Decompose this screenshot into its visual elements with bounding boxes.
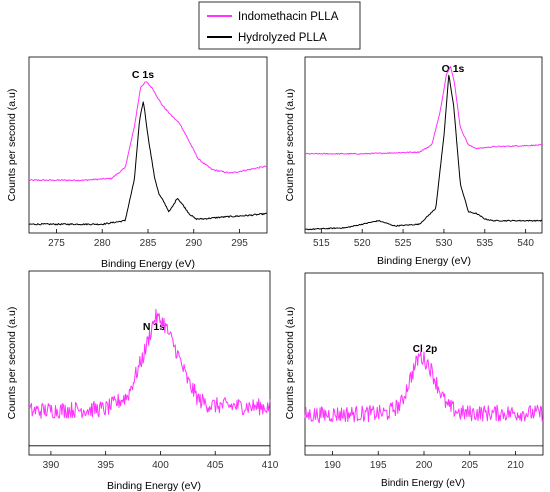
series-line-indomethacin-plla (28, 81, 268, 182)
series-line-indomethacin-plla (28, 308, 271, 419)
x-tick-label: 275 (48, 238, 65, 249)
series-group (28, 308, 271, 447)
x-tick-label: 535 (476, 238, 493, 249)
x-tick-label: 200 (416, 460, 433, 471)
legend-box (198, 1, 361, 50)
x-tick-label: 290 (185, 238, 202, 249)
x-tick-label: 205 (461, 460, 478, 471)
x-tick-label: 520 (354, 238, 371, 249)
x-tick-label: 190 (324, 460, 341, 471)
x-axis-label: Binding Energy (eV) (101, 258, 195, 270)
panel-title: C 1s (132, 69, 154, 81)
series-line-indomethacin-plla (304, 65, 543, 155)
series-line-indomethacin-plla (304, 350, 544, 424)
y-axis-label: Counts per second (a.u) (6, 307, 18, 420)
plot-frame (304, 56, 543, 234)
panel-title: O 1s (442, 63, 465, 75)
panel-n1s: N 1s Binding Energy (eV) Counts per seco… (6, 270, 279, 492)
x-tick-label: 395 (97, 460, 114, 471)
x-axis-label: Binding Energy (eV) (107, 480, 201, 492)
panel-title: N 1s (143, 321, 165, 333)
y-axis-label: Counts per second (a.u) (6, 89, 18, 202)
x-tick-label: 295 (231, 238, 248, 249)
series-group (304, 65, 543, 231)
legend: Indomethacin PLLA Hydrolyzed PLLA (198, 1, 361, 50)
x-tick-label: 285 (140, 238, 157, 249)
x-tick-label: 405 (207, 460, 224, 471)
panel-c1s: C 1s Binding Energy (eV) Counts per seco… (6, 56, 268, 270)
panel-o1s: O 1s Binding Energy (eV) Counts per seco… (284, 56, 543, 267)
x-ticks: 190 195 200 205 210 (324, 451, 524, 471)
x-tick-label: 540 (517, 238, 534, 249)
legend-label-hydrolyzed: Hydrolyzed PLLA (238, 32, 327, 44)
panel-title: Cl 2p (413, 344, 437, 355)
y-axis-label: Counts per second (a.u) (284, 89, 296, 202)
x-tick-label: 195 (370, 460, 387, 471)
x-ticks: 275 280 285 290 295 (48, 229, 248, 249)
x-axis-label: Binding Energy (eV) (377, 255, 471, 267)
x-tick-label: 280 (94, 238, 111, 249)
series-group (28, 81, 268, 226)
series-line-hydrolyzed-plla (304, 74, 543, 231)
plot-frame (304, 272, 544, 456)
x-tick-label: 530 (436, 238, 453, 249)
x-axis-label: Bindin Energy (eV) (381, 478, 465, 489)
x-tick-label: 515 (313, 238, 330, 249)
panel-cl2p: Cl 2p Bindin Energy (eV) Counts per seco… (284, 272, 544, 489)
series-group (304, 350, 544, 447)
series-line-hydrolyzed-plla (28, 101, 268, 226)
plot-frame (28, 270, 271, 456)
y-axis-label: Counts per second (a.u) (284, 307, 296, 420)
x-tick-label: 390 (43, 460, 60, 471)
x-tick-label: 525 (395, 238, 412, 249)
x-tick-label: 400 (152, 460, 169, 471)
legend-label-indomethacin: Indomethacin PLLA (238, 11, 339, 23)
x-ticks: 515 520 525 530 535 540 (313, 229, 534, 249)
x-tick-label: 210 (507, 460, 524, 471)
x-tick-label: 410 (262, 460, 279, 471)
x-ticks: 390 395 400 405 410 (43, 451, 279, 471)
